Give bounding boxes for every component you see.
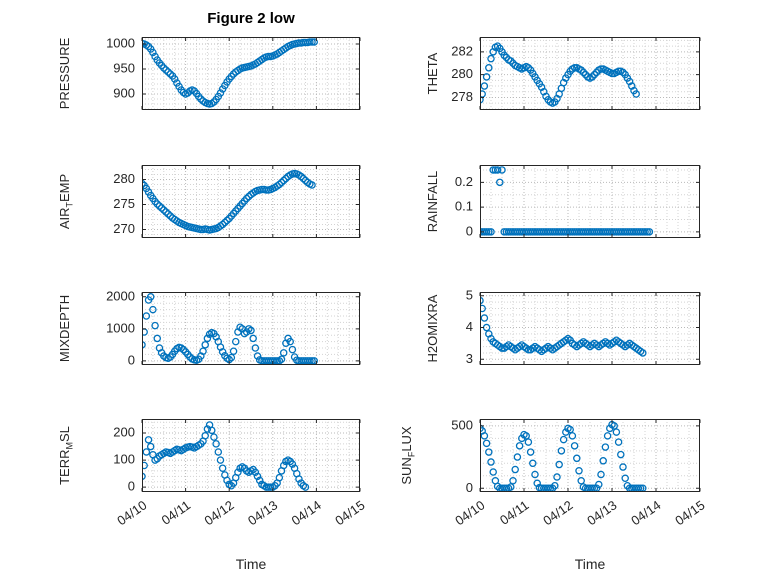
figure-title: Figure 2 low [207,10,295,27]
y-axis-label-subscript: T [64,202,75,208]
y-axis-label-text: SL [57,426,72,443]
y-axis-label-text: THETA [425,52,440,95]
y-axis-label-text: PRESSURE [57,37,72,110]
y-axis-label-text: EMP [57,173,72,202]
y-axis-label-pressure: PRESSURE [56,37,74,110]
y-axis-label-theta: THETA [424,37,442,110]
x-axis-label-right-column: Time [574,556,606,572]
y-axis-label-text: H2OMIXRA [425,294,440,363]
y-axis-label-text: SUN [399,457,414,485]
x-axis-label-left-column: Time [235,556,267,572]
y-axis-label-text: LUX [399,426,414,452]
y-axis-label-subscript: M [64,442,75,450]
y-axis-label-text: RAINFALL [425,170,440,233]
y-axis-label-air-temp: AIRTEMP [56,165,75,238]
y-axis-label-text: TERR [57,449,72,485]
y-axis-label-terr-msl: TERRMSL [56,419,75,492]
y-axis-label-rainfall: RAINFALL [424,165,442,238]
y-axis-label-text: AIR [57,207,72,230]
y-axis-label-h2omixra: H2OMIXRA [424,292,442,365]
y-axis-label-mixdepth: MIXDEPTH [56,292,74,365]
y-axis-label-text: MIXDEPTH [57,294,72,363]
y-axis-label-subscript: F [406,451,417,458]
y-axis-label-sun-flux: SUNFLUX [398,419,417,492]
